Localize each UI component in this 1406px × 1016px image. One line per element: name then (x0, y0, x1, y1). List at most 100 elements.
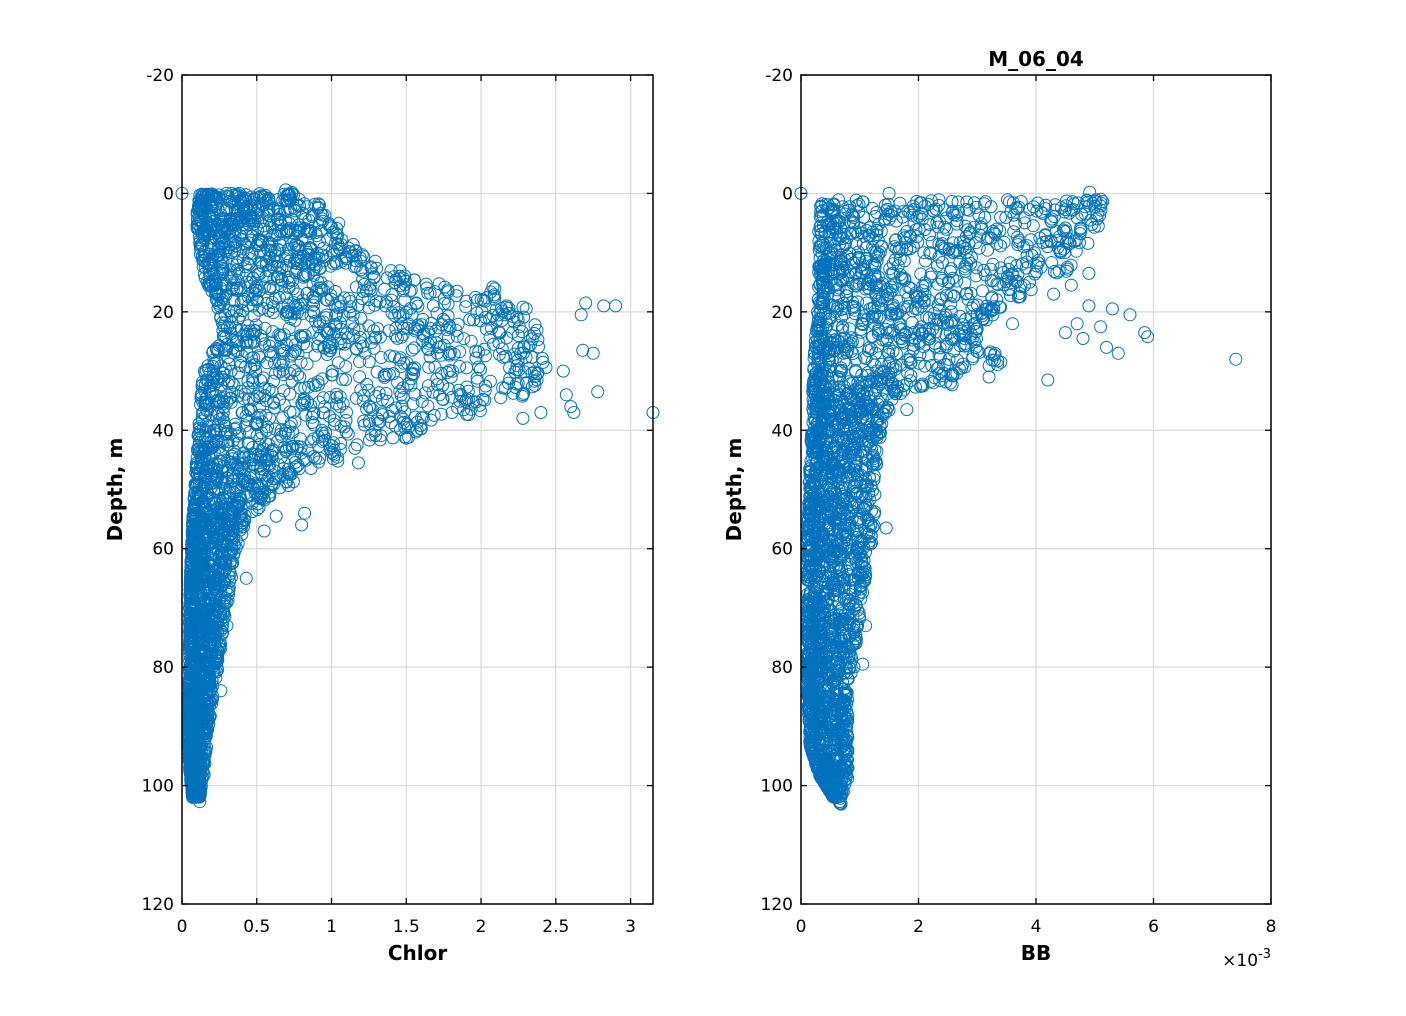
chlor-scatter-point (457, 332, 471, 346)
chlor-y-tick-label: 120 (142, 895, 174, 915)
chlor-scatter-point (349, 391, 363, 405)
chlor-scatter-point (294, 446, 308, 460)
chlor-scatter-point (282, 440, 296, 454)
chlor-scatter-point (206, 346, 220, 360)
chlor-scatter-point (339, 373, 353, 387)
chlor-scatter-point (283, 387, 297, 401)
chlor-scatter-point (307, 298, 320, 312)
chlor-scatter-series (175, 183, 660, 809)
chlor-scatter-point (473, 363, 487, 377)
chlor-scatter-point (516, 300, 530, 314)
chlor-scatter-point (405, 343, 419, 357)
chlor-scatter-point (535, 351, 549, 365)
chlor-x-tick-label: 0.5 (243, 917, 270, 937)
chlor-scatter-point (216, 324, 230, 337)
chlor-scatter-point (358, 418, 371, 432)
chlor-scatter-point (362, 301, 376, 315)
chlor-scatter-point (271, 193, 284, 207)
chlor-scatter-point (273, 225, 287, 239)
chlor-scatter-point (472, 360, 486, 374)
chlor-scatter-point (379, 387, 393, 400)
chlor-scatter-point (237, 392, 251, 406)
chlor-scatter-point (442, 382, 456, 396)
chlor-scatter-point (406, 397, 420, 411)
chlor-scatter-point (375, 393, 389, 407)
chlor-scatter-point (459, 294, 473, 308)
chlor-scatter-point (408, 387, 422, 401)
chlor-scatter-point (517, 340, 531, 354)
chlor-scatter-point (197, 406, 211, 420)
chlor-y-tick-label: 0 (163, 184, 174, 204)
chlor-scatter-point (340, 405, 353, 419)
chlor-scatter-point (241, 374, 255, 388)
chlor-scatter-point (391, 376, 405, 390)
chlor-scatter-point (459, 300, 473, 314)
chlor-scatter-point (227, 378, 241, 392)
chlor-scatter-point (308, 379, 322, 393)
chlor-scatter-point (368, 331, 382, 345)
chlor-x-tick-label: 1 (326, 917, 337, 937)
chlor-scatter-point (288, 364, 301, 377)
chlor-scatter-point (396, 391, 410, 405)
chlor-scatter-point (470, 293, 484, 307)
chlor-scatter-point (257, 280, 271, 294)
chlor-scatter-point (450, 284, 464, 298)
chlor-scatter-point (242, 437, 255, 451)
chlor-scatter-point (261, 243, 275, 257)
chlor-scatter-point (253, 351, 267, 364)
chlor-x-tick-label: 1.5 (393, 917, 420, 937)
chlor-scatter-point (221, 350, 235, 364)
chlor-scatter-point (211, 344, 225, 358)
chlor-scatter-point (383, 349, 397, 363)
chlor-scatter-point (470, 371, 484, 385)
chlor-scatter-point (436, 378, 450, 392)
chlor-scatter-point (238, 360, 252, 374)
chlor-scatter-point (422, 360, 436, 374)
chlor-scatter-point (423, 286, 437, 300)
chlor-scatter-point (406, 363, 420, 377)
chlor-scatter-point (445, 406, 459, 419)
chlor-scatter-point (337, 291, 351, 305)
chlor-scatter-point (393, 351, 407, 365)
chlor-scatter-point (319, 426, 333, 440)
chlor-scatter-point (232, 491, 246, 505)
chlor-scatter-point (531, 333, 545, 347)
chlor-scatter-point (373, 415, 387, 428)
chlor-scatter-point (308, 291, 322, 305)
chlor-x-axis-label: Chlor (388, 941, 448, 965)
chlor-scatter-point (453, 394, 467, 408)
chlor-scatter-point (492, 347, 506, 361)
chlor-scatter-point (293, 370, 307, 384)
chlor-scatter-point (357, 414, 371, 428)
chlor-scatter-point (341, 427, 355, 441)
chlor-scatter-point (241, 381, 255, 394)
chlor-scatter-point (333, 316, 347, 330)
chlor-scatter-point (305, 416, 319, 429)
chlor-scatter-point (225, 281, 239, 295)
chlor-scatter-point (478, 384, 492, 397)
chlor-scatter-point (363, 433, 376, 447)
chlor-scatter-point (429, 336, 443, 350)
chlor-x-tick-label: 2.5 (542, 917, 569, 937)
chlor-scatter-point (467, 313, 481, 327)
chlor-scatter-point (280, 305, 293, 319)
chlor-scatter-point (528, 318, 542, 332)
chlor-scatter-point (379, 367, 393, 381)
chlor-scatter-point (222, 357, 236, 371)
chlor-scatter-point (298, 269, 312, 283)
chlor-scatter-point (229, 421, 243, 435)
chlor-scatter-point (469, 351, 483, 365)
chlor-scatter-point (307, 407, 321, 421)
chlor-scatter-point (320, 308, 334, 322)
chlor-scatter-point (353, 370, 367, 384)
chlor-scatter-point (525, 332, 539, 346)
chlor-scatter-point (239, 324, 253, 338)
chlor-scatter-point (331, 356, 345, 370)
chlor-x-tick-label: 3 (625, 917, 636, 937)
chlor-scatter-point (384, 416, 398, 430)
chlor-scatter-point (268, 422, 282, 436)
chlor-scatter-point (432, 277, 446, 291)
chlor-scatter-point (347, 322, 361, 336)
chlor-y-tick-label: 80 (152, 658, 174, 678)
